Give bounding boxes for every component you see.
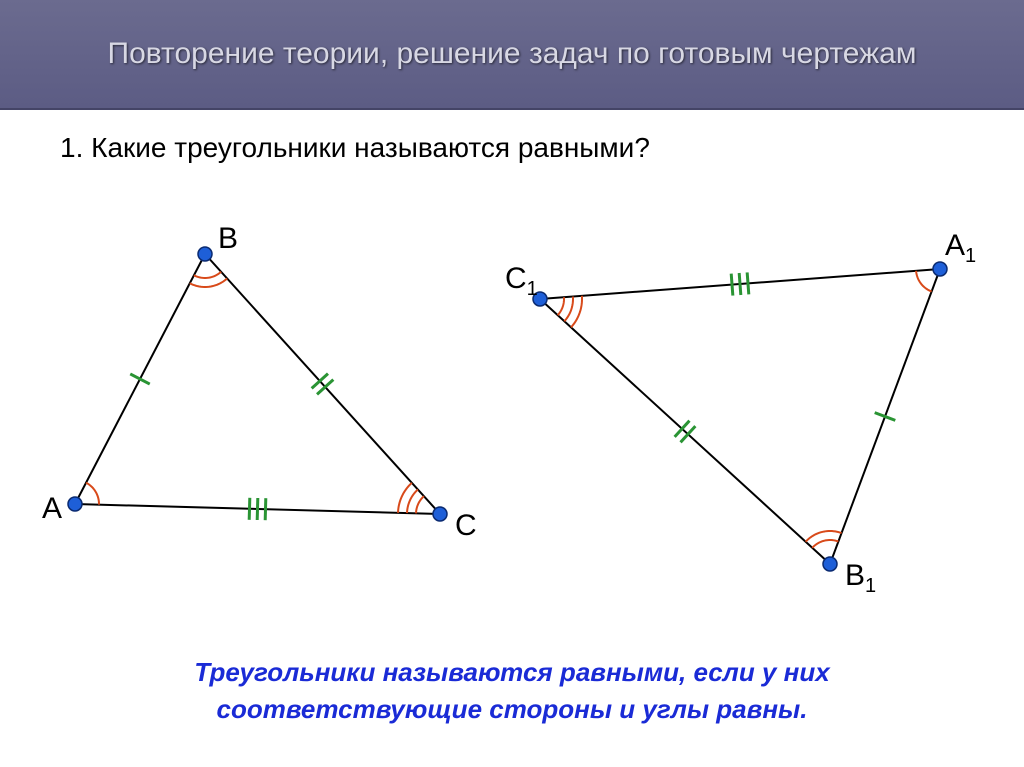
answer-line1: Треугольники называются равными, если у … bbox=[194, 657, 829, 687]
slide-title: Повторение теории, решение задач по гото… bbox=[108, 34, 917, 75]
slide-header: Повторение теории, решение задач по гото… bbox=[0, 0, 1024, 110]
answer-line2: соответствующие стороны и углы равны. bbox=[217, 694, 808, 724]
vertex-label: A1 bbox=[945, 229, 976, 268]
answer-text: Треугольники называются равными, если у … bbox=[0, 654, 1024, 727]
question-row: 1. Какие треугольники называются равными… bbox=[60, 132, 964, 164]
vertex-label: A bbox=[42, 492, 62, 526]
question-number: 1. bbox=[60, 132, 83, 163]
vertex-label: C bbox=[455, 509, 477, 543]
vertex-label: C1 bbox=[505, 262, 538, 301]
question-text: Какие треугольники называются равными? bbox=[91, 132, 650, 163]
vertex-label: B bbox=[218, 222, 238, 256]
vertex-label: B1 bbox=[845, 559, 876, 598]
diagram-area: A B C C1 A1 B1 bbox=[0, 164, 1024, 644]
